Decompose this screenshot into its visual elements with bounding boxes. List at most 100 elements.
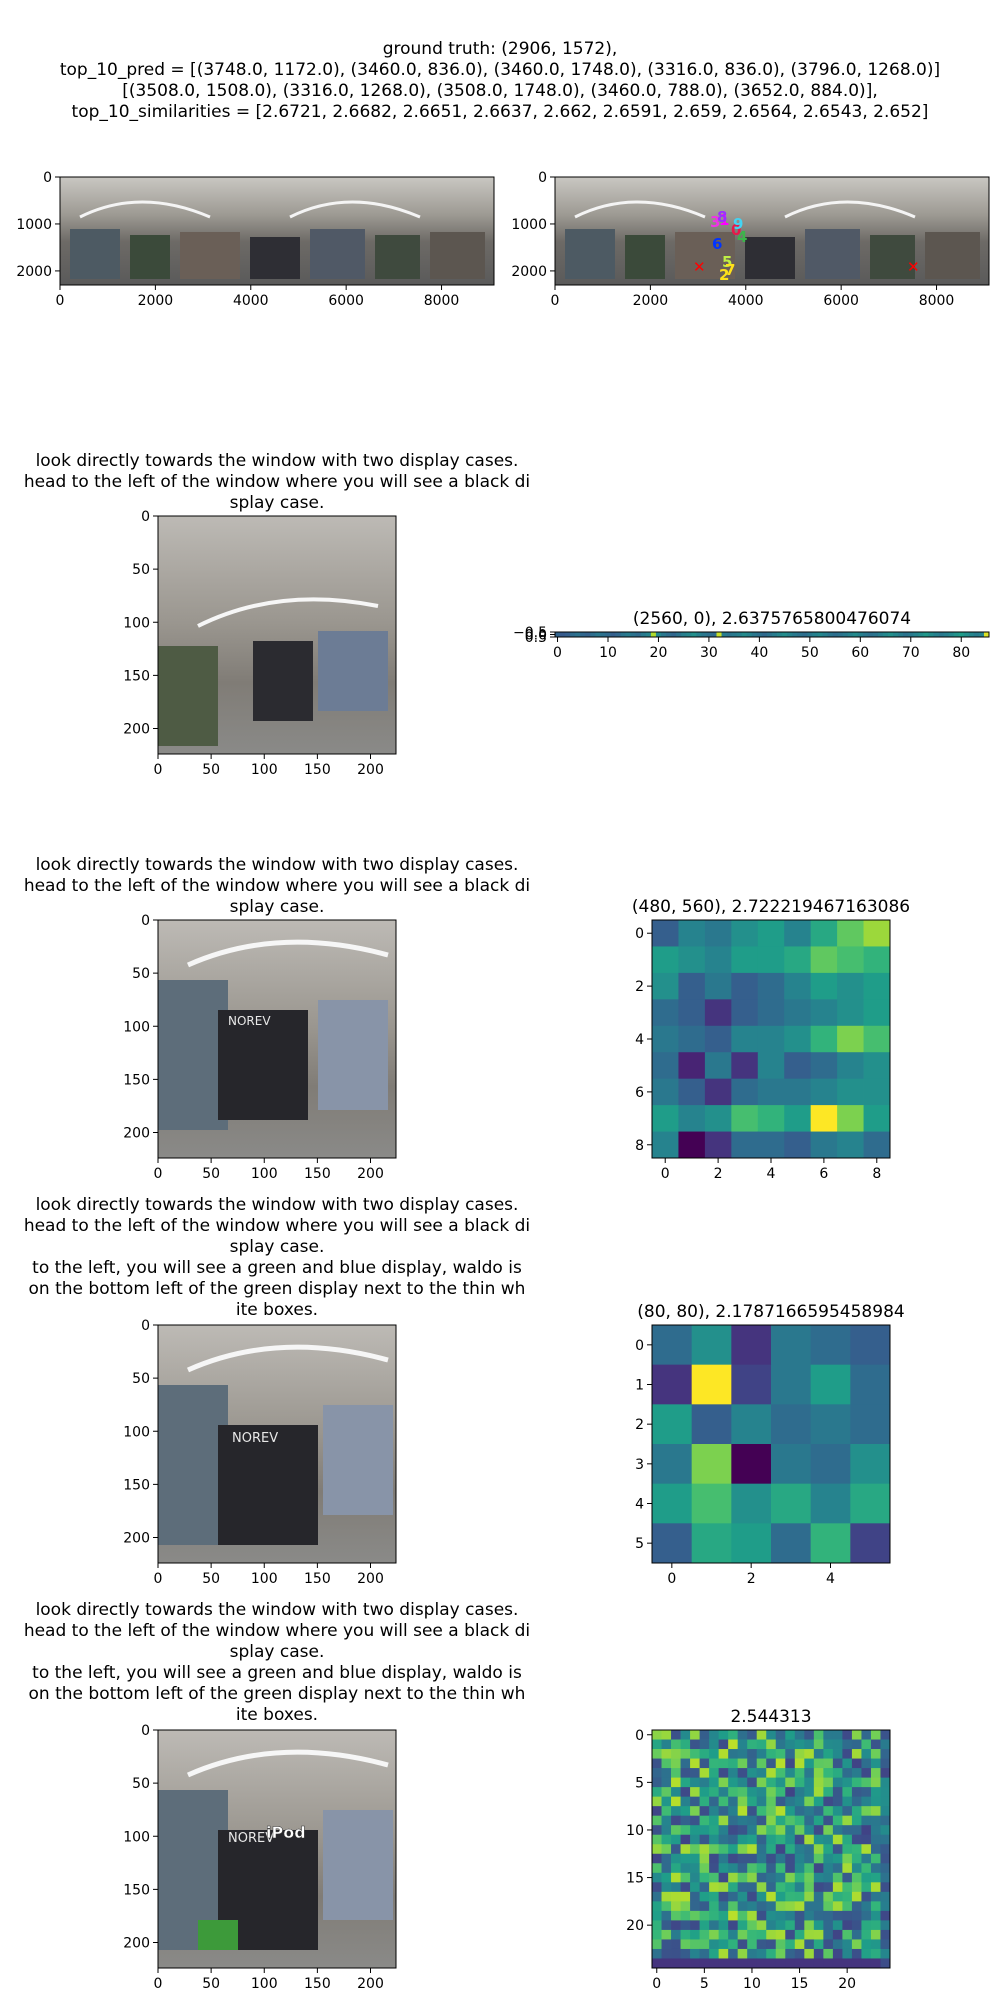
heatmap-cell	[794, 1730, 805, 1740]
heatmap-cell	[766, 1758, 777, 1769]
heatmap-cell	[852, 632, 859, 638]
heatmap-cell	[756, 1787, 767, 1798]
heatmap-cell	[851, 1882, 862, 1893]
heatmap-cell	[560, 632, 566, 638]
heatmap-cell	[775, 1872, 786, 1883]
heatmap-cell	[737, 1739, 748, 1750]
heatmap-cell	[706, 632, 712, 638]
heatmap-cell	[823, 1787, 834, 1798]
heatmap-cell	[747, 1749, 758, 1759]
heatmap-cell	[699, 1777, 710, 1788]
heatmap-cell	[832, 1939, 843, 1950]
heatmap-cell	[794, 1891, 805, 1902]
heatmap-cell	[775, 1844, 786, 1855]
heatmap-cell	[938, 632, 944, 638]
heatmap-cell	[652, 1834, 662, 1845]
heatmap-cell	[804, 1891, 815, 1902]
heatmap-cell	[756, 1853, 767, 1864]
heatmap-cell	[726, 632, 733, 638]
heatmap-cell	[870, 1777, 881, 1788]
heatmap-cell	[813, 1948, 824, 1959]
heatmap-cell	[731, 946, 759, 974]
heatmap-cell	[661, 1863, 672, 1874]
heatmap-cell	[861, 1739, 872, 1750]
heatmap-cell	[680, 1920, 691, 1931]
crop-2-xtick-label: 0	[154, 1166, 163, 1182]
heatmap-cell	[823, 1730, 834, 1740]
crop-3-xtick-label: 200	[357, 1571, 384, 1587]
heatmap-cell	[680, 1910, 691, 1921]
crop-3-ytick-label: 200	[123, 1531, 150, 1547]
heatmap-cell	[880, 1825, 891, 1836]
heatmap-cell	[861, 1749, 872, 1759]
heatmap-cell	[652, 1844, 662, 1855]
heatmap-cell	[983, 632, 990, 638]
heatmap-cell	[661, 1815, 672, 1826]
heatmap-cell	[832, 1730, 843, 1740]
heatmap-cell	[813, 1958, 824, 1969]
caption-4-line-4: to the left, you will see a green and bl…	[32, 1663, 522, 1683]
heatmap-cell	[880, 1758, 891, 1769]
pano-right-xtick-label: 6000	[823, 293, 859, 309]
heatmap-cell	[650, 632, 657, 638]
heatmap-cell	[728, 1910, 739, 1921]
crop-3-ytick-label: 100	[123, 1424, 150, 1440]
heatmap-cell	[731, 999, 759, 1027]
heatmap-cell	[737, 1891, 748, 1902]
heatmap-cell	[775, 1825, 786, 1836]
heatmap-cell	[652, 1891, 662, 1902]
heatmap-ytick-label: 5	[635, 1536, 644, 1552]
heatmap-cell	[736, 632, 743, 638]
heatmap-cell	[877, 632, 884, 638]
heatmap-cell	[784, 1025, 812, 1053]
heatmap-cell	[661, 1796, 672, 1807]
heatmap-cell	[690, 1920, 700, 1931]
heatmap-cell	[652, 1929, 662, 1940]
heatmap-cell	[680, 1958, 691, 1969]
heatmap-cell	[766, 1901, 777, 1912]
heatmap-cell	[680, 1787, 691, 1798]
heatmap-cell	[747, 1730, 758, 1740]
heatmap-cell	[804, 1872, 815, 1883]
heatmap-xtick-label: 4	[826, 1571, 835, 1587]
ipod-label: iPod	[266, 1823, 306, 1842]
heatmap-cell	[888, 632, 894, 638]
heatmap-cell	[785, 1796, 796, 1807]
heatmap-cell	[756, 1768, 767, 1778]
heatmap-cell	[709, 1787, 720, 1798]
heatmap-cell	[794, 1825, 805, 1836]
heatmap-cell	[565, 632, 571, 638]
heatmap-cell	[813, 1872, 824, 1883]
heatmap-cell	[810, 946, 838, 974]
heatmap-xtick-label: 8	[872, 1166, 881, 1182]
heatmap-cell	[635, 632, 642, 638]
heatmap-cell	[851, 1815, 862, 1826]
heatmap-cell	[718, 1815, 729, 1826]
heatmap-cell	[823, 1777, 834, 1788]
heatmap-xtick-label: 30	[700, 645, 718, 661]
caption-2-line-1: look directly towards the window with tw…	[36, 855, 519, 875]
heatmap-title: (2560, 0), 2.6375765800476074	[633, 609, 911, 629]
heatmap-cell	[775, 1787, 786, 1798]
heatmap-cell	[680, 1872, 691, 1883]
heatmap-cell	[585, 632, 591, 638]
heatmap-ytick-label: 3	[635, 1457, 644, 1473]
heatmap-cell	[804, 1806, 815, 1817]
heatmap-cell	[851, 1901, 862, 1912]
heatmap-cell	[661, 1948, 672, 1959]
heatmap-cell	[718, 1920, 729, 1931]
heatmap-cell	[671, 1901, 681, 1912]
heatmap-cell	[785, 1730, 796, 1740]
heatmap-cell	[756, 1891, 767, 1902]
heatmap-cell	[870, 1844, 881, 1855]
heatmap-cell	[802, 632, 808, 638]
heatmap-cell	[837, 632, 844, 638]
heatmap-cell	[851, 1891, 862, 1902]
heatmap-cell	[680, 1939, 691, 1950]
heatmap-cell	[851, 1958, 862, 1969]
heatmap-cell	[766, 1825, 777, 1836]
heatmap-cell	[718, 1739, 729, 1750]
heatmap-xtick-label: 60	[851, 645, 869, 661]
heatmap-cell	[704, 1078, 732, 1106]
heatmap-cell	[863, 1052, 891, 1080]
